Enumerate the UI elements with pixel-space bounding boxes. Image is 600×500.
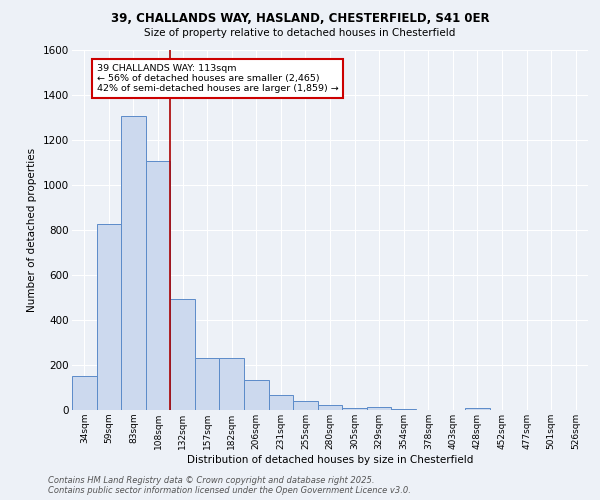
Bar (293, 401, 318, 410)
Bar (170, 298, 195, 410)
Bar (465, 408, 490, 410)
Bar (269, 394, 293, 410)
Bar (146, 162, 170, 410)
Text: Contains public sector information licensed under the Open Government Licence v3: Contains public sector information licen… (48, 486, 411, 495)
Bar (72, 376, 97, 410)
Text: Size of property relative to detached houses in Chesterfield: Size of property relative to detached ho… (145, 28, 455, 38)
Text: Contains HM Land Registry data © Crown copyright and database right 2025.: Contains HM Land Registry data © Crown c… (48, 476, 374, 485)
Bar (391, 408, 416, 410)
Bar (342, 408, 367, 410)
Y-axis label: Number of detached properties: Number of detached properties (28, 148, 37, 312)
Bar (318, 405, 342, 410)
Text: 39, CHALLANDS WAY, HASLAND, CHESTERFIELD, S41 0ER: 39, CHALLANDS WAY, HASLAND, CHESTERFIELD… (110, 12, 490, 26)
Bar (367, 408, 391, 410)
Bar (97, 224, 121, 410)
Bar (195, 358, 220, 410)
Bar (244, 380, 269, 410)
X-axis label: Distribution of detached houses by size in Chesterfield: Distribution of detached houses by size … (187, 454, 473, 464)
Text: 39 CHALLANDS WAY: 113sqm
← 56% of detached houses are smaller (2,465)
42% of sem: 39 CHALLANDS WAY: 113sqm ← 56% of detach… (97, 64, 338, 94)
Bar (220, 358, 244, 410)
Bar (121, 116, 146, 410)
